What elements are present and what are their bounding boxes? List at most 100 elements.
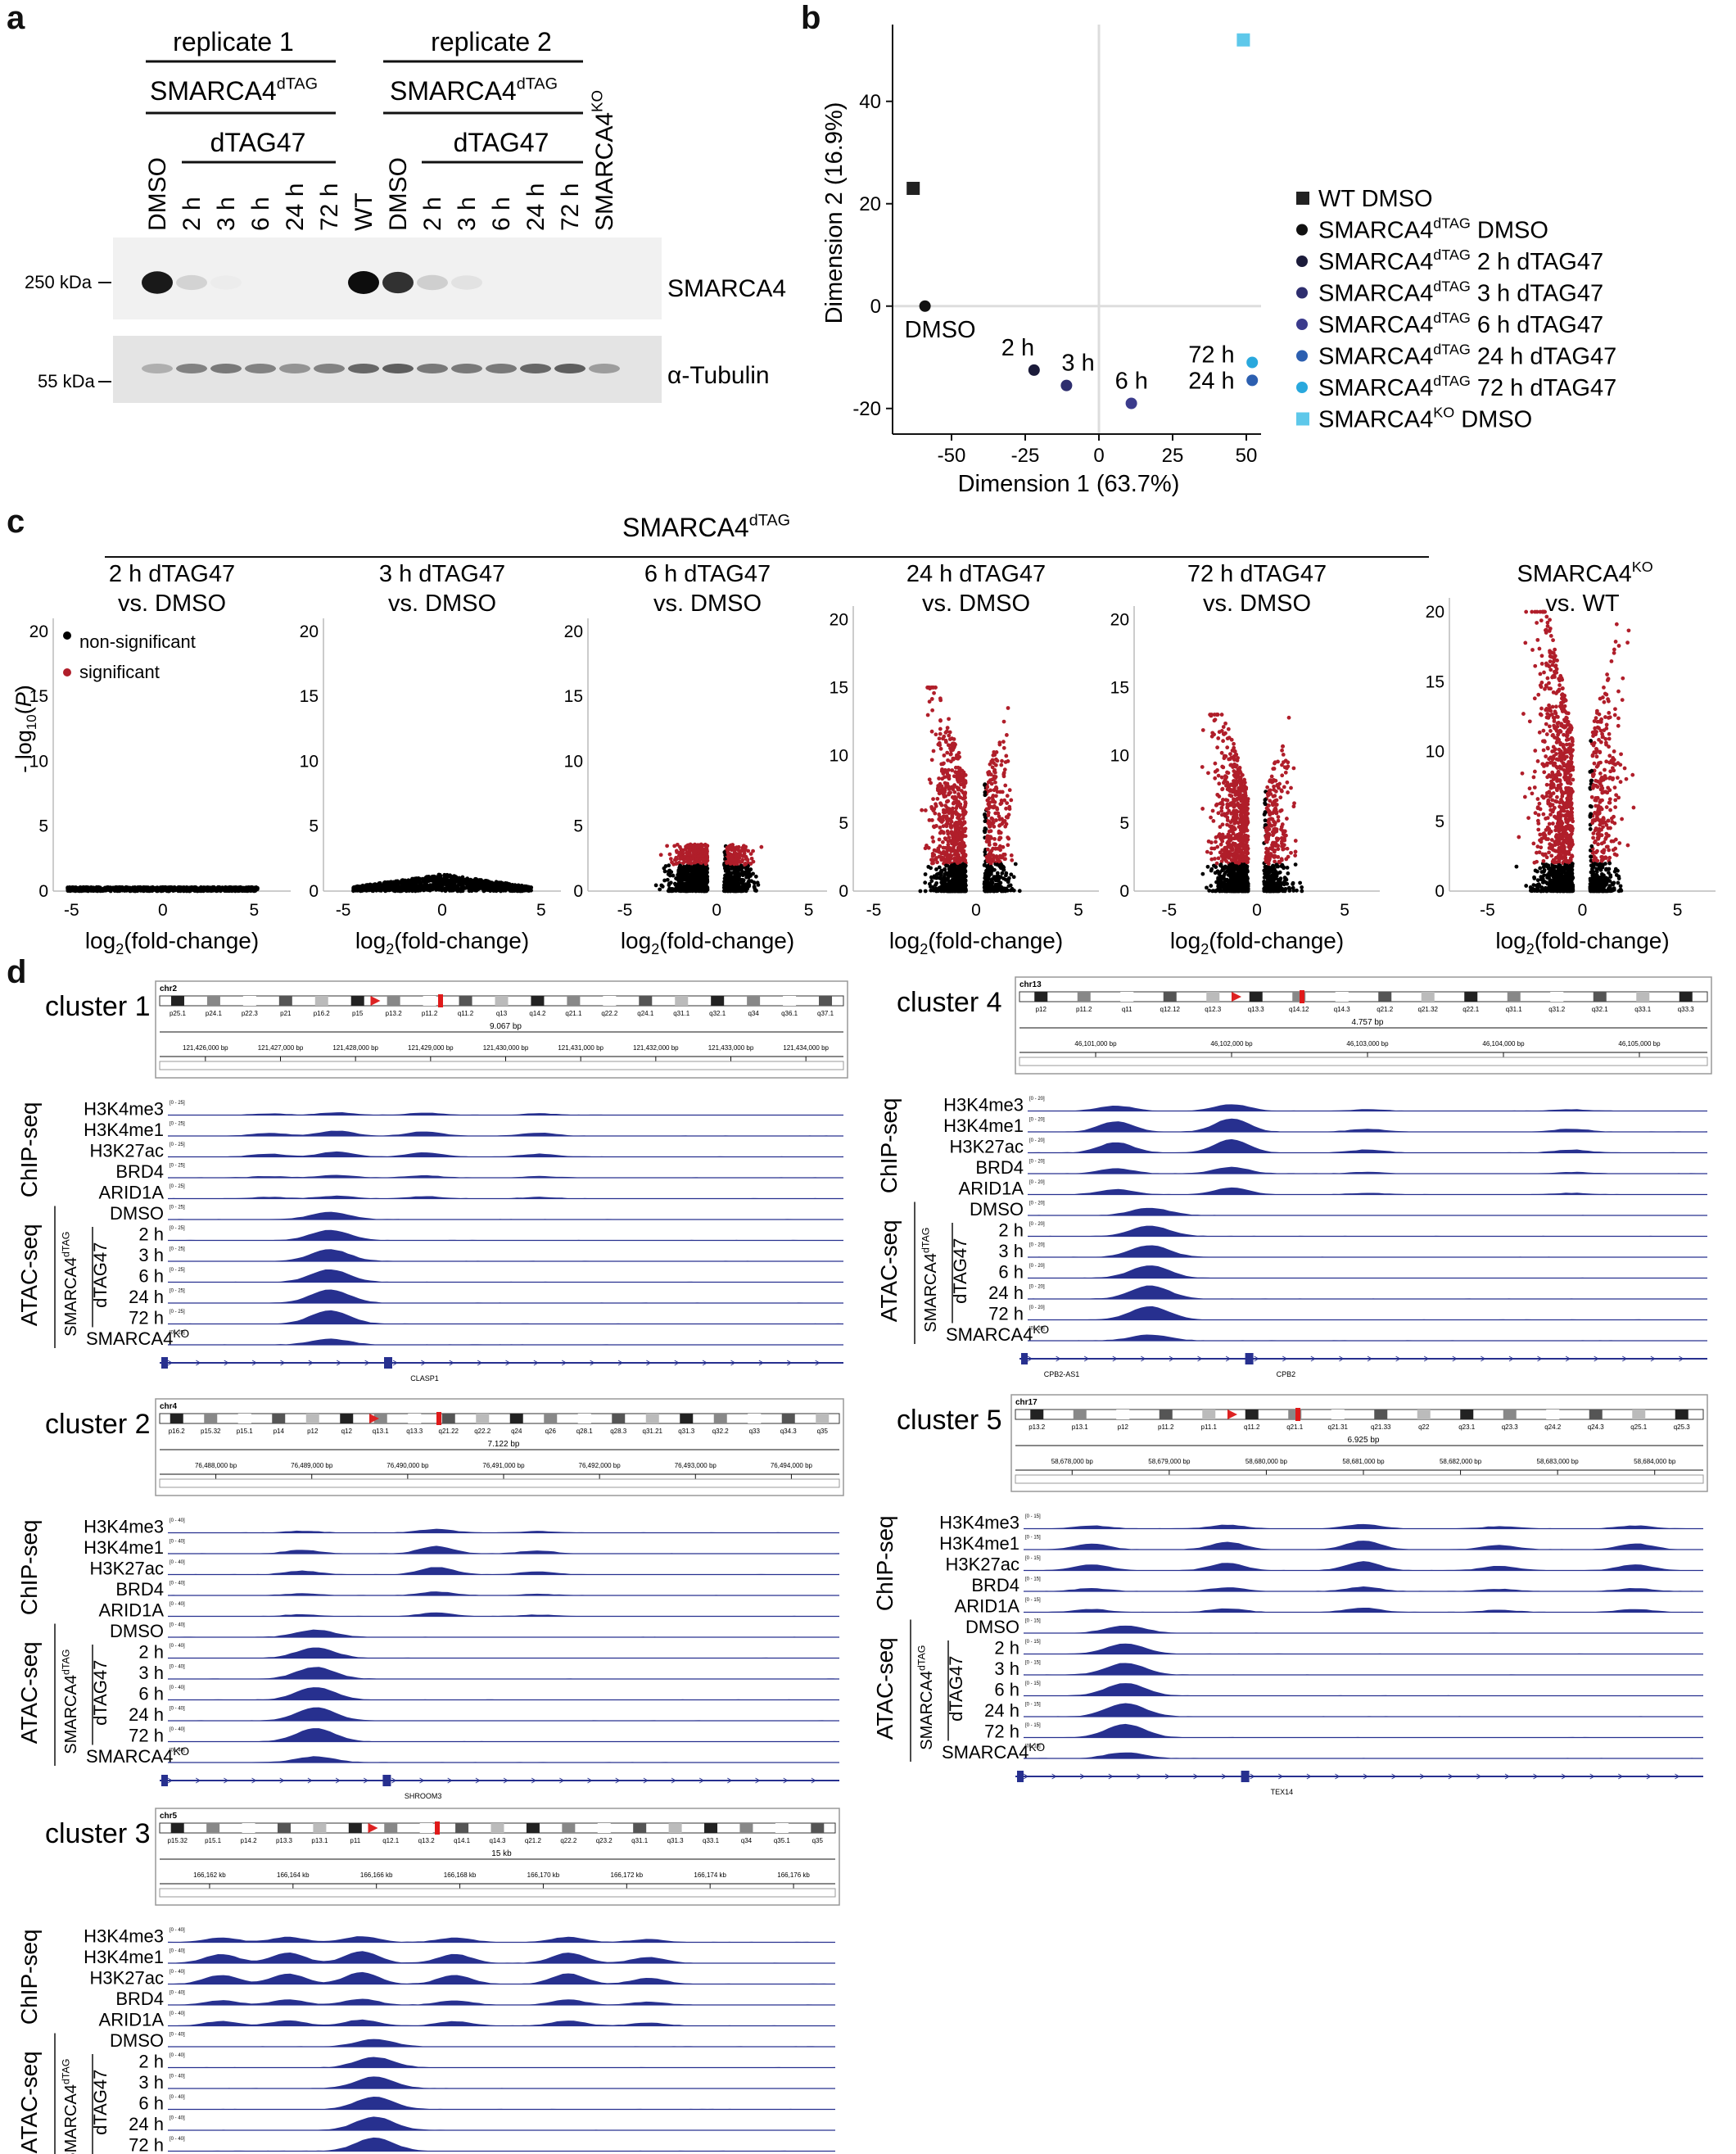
volcano-point	[393, 881, 398, 886]
volcano-point	[934, 802, 938, 807]
volcano-points	[918, 686, 1022, 894]
band-smarca4	[382, 271, 414, 294]
volcano-point	[747, 884, 752, 889]
volcano-point	[725, 861, 729, 866]
volcano-points	[1200, 713, 1304, 894]
legend-entry: WT DMSO	[1318, 186, 1433, 212]
volcano-point	[165, 888, 170, 893]
volcano-point	[445, 874, 450, 878]
volcano-point	[739, 879, 744, 884]
volcano-point	[749, 856, 754, 861]
volcano-y-tick: 0	[309, 882, 319, 901]
legend-entry: SMARCA4dTAG 6 h dTAG47	[1318, 310, 1603, 338]
panel-label-b: b	[801, 0, 821, 36]
volcano-point	[116, 888, 121, 893]
volcano-point	[1009, 872, 1014, 877]
volcano-point	[943, 781, 947, 785]
volcano-y-tick: 20	[29, 622, 48, 641]
volcano-point	[689, 883, 694, 888]
volcano-point	[937, 776, 942, 781]
volcano-point	[943, 867, 947, 871]
band-smarca4	[176, 274, 207, 291]
band-tubulin	[451, 364, 482, 373]
band-tubulin	[589, 364, 620, 373]
volcano-point	[962, 794, 967, 798]
pca-point-label: 72 h	[1188, 342, 1234, 369]
volcano-point	[944, 863, 948, 868]
volcano-point	[945, 855, 950, 860]
volcano-point	[728, 856, 733, 860]
volcano-point	[1219, 775, 1224, 780]
volcano-point	[983, 826, 988, 830]
volcano-point	[999, 762, 1004, 767]
volcano-point	[182, 888, 187, 893]
volcano-point	[926, 686, 931, 690]
volcano-point	[944, 824, 949, 829]
volcano-title: 72 h dTAG47	[1187, 561, 1327, 587]
volcano-point	[943, 871, 947, 876]
volcano-point	[989, 759, 994, 764]
volcano-x-tick: 5	[1340, 901, 1349, 920]
volcano-point	[678, 889, 683, 893]
volcano-point	[956, 847, 961, 852]
volcano-point	[440, 886, 445, 891]
volcano-point	[988, 858, 992, 862]
volcano-point	[991, 794, 996, 798]
volcano-title: 24 h dTAG47	[906, 561, 1046, 587]
volcano-point	[993, 811, 998, 816]
volcano-point	[120, 888, 124, 893]
volcano-point	[680, 848, 685, 853]
volcano-point	[746, 867, 751, 872]
volcano-point	[992, 836, 997, 841]
volcano-point	[705, 877, 710, 882]
volcano-point	[1001, 774, 1006, 779]
volcano-point	[1003, 783, 1008, 788]
volcano-y-tick: 10	[1110, 746, 1129, 765]
lane-label: 6 h	[488, 197, 515, 231]
y-tick-label: 40	[859, 91, 881, 113]
volcano-point	[685, 864, 689, 869]
volcano-point	[958, 856, 963, 861]
volcano-point	[396, 885, 401, 889]
volcano-point	[703, 862, 708, 867]
volcano-point	[694, 878, 699, 883]
volcano-point	[987, 796, 992, 801]
volcano-point	[703, 881, 708, 885]
volcano-point	[920, 808, 925, 812]
volcano-point	[518, 889, 523, 894]
volcano-point	[997, 859, 1001, 863]
volcano-point	[938, 876, 943, 881]
volcano-point	[678, 871, 683, 875]
volcano-point	[461, 887, 465, 892]
volcano-x-tick: 0	[158, 901, 168, 920]
volcano-subtitle: vs. DMSO	[118, 591, 226, 617]
volcano-subtitle: vs. DMSO	[922, 591, 1030, 617]
volcano-point	[434, 876, 439, 881]
volcano-point	[939, 829, 944, 834]
volcano-point	[996, 846, 1000, 851]
volcano-point	[234, 887, 239, 891]
volcano-y-tick: 0	[839, 882, 848, 901]
volcano-y-tick: 20	[1110, 611, 1129, 630]
volcano-point	[741, 844, 746, 848]
panel-label-d: d	[7, 954, 27, 990]
volcano-point	[88, 889, 93, 893]
volcano-point	[744, 862, 748, 867]
volcano-x-tick: -5	[866, 901, 882, 920]
legend-marker	[1296, 256, 1308, 267]
volcano-point	[941, 814, 946, 819]
volcano-point	[658, 887, 662, 892]
volcano-point	[748, 862, 753, 866]
volcano-point	[133, 889, 138, 894]
volcano-point	[192, 888, 197, 893]
volcano-point	[699, 881, 704, 886]
volcano-y-tick: 0	[38, 882, 48, 901]
pca-point	[1028, 364, 1040, 376]
volcano-point	[984, 807, 989, 812]
pca-point	[1060, 379, 1073, 391]
volcano-x-axis-title: log2(fold-change)	[889, 928, 1063, 957]
volcano-point	[727, 880, 732, 885]
volcano-point	[472, 879, 476, 883]
volcano-point	[726, 851, 730, 856]
